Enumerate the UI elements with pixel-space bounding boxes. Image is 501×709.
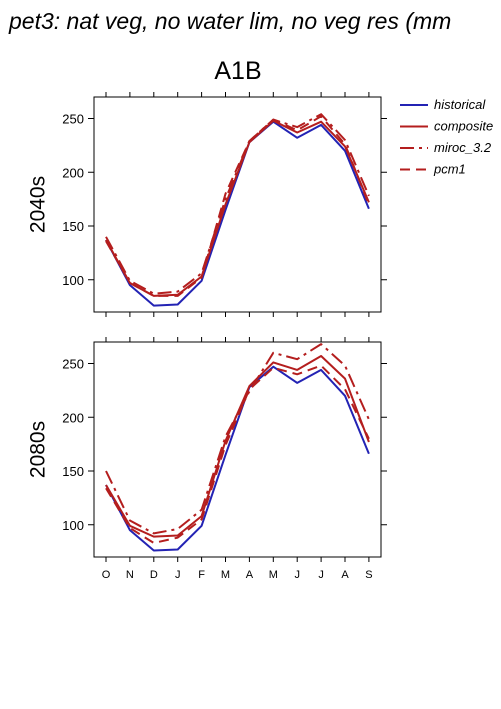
chart-title: pet3: nat veg, no water lim, no veg res … [8,8,451,34]
y-tick-label: 100 [62,518,84,533]
panel-label: 2040s [27,176,50,233]
panel-2080s: 2080s 100 150 200 250 [27,337,387,562]
x-tick-label: A [341,569,349,581]
series-line-composite [105,119,370,297]
series-line-historical [105,120,370,307]
legend-item: composite [400,119,493,134]
y-tick-label: 250 [62,357,84,372]
y-tick-label: 150 [62,464,84,479]
series-line-pcm1 [105,115,370,297]
series-line-miroc_3.2 [105,113,370,295]
y-tick-label: 200 [62,165,84,180]
x-tick-label: M [221,569,230,581]
y-tick-label: 150 [62,219,84,234]
x-tick-label: J [175,569,181,581]
x-tick-label: S [365,569,372,581]
panels: 2040s 100 150 200 250 2080s 100 150 200 250 [27,92,387,562]
x-tick-label: O [102,569,111,581]
legend-label: composite [434,119,493,134]
x-tick-label: J [318,569,324,581]
panel-label: 2080s [27,421,50,478]
legend-item: miroc_3.2 [400,140,492,155]
x-tick-label: M [269,569,278,581]
panel-2040s: 2040s 100 150 200 250 [27,92,387,317]
legend-label: pcm1 [433,162,466,177]
legend-label: miroc_3.2 [434,140,492,155]
x-tick-label: A [246,569,254,581]
series-line-historical [105,365,370,552]
series-line-pcm1 [105,364,370,544]
x-tick-label: N [126,569,134,581]
series-line-composite [105,355,370,538]
legend: historical composite miroc_3.2 pcm1 [400,97,493,177]
chart-subtitle: A1B [214,57,261,85]
legend-item: historical [400,97,486,112]
legend-label: historical [434,97,486,112]
x-tick-label: F [198,569,205,581]
legend-item: pcm1 [400,162,466,177]
x-tick-label: J [294,569,300,581]
y-tick-label: 250 [62,112,84,127]
y-tick-label: 100 [62,273,84,288]
x-tick-label: D [150,569,158,581]
panel-frame [93,341,382,558]
y-tick-label: 200 [62,410,84,425]
panel-frame [93,96,382,313]
